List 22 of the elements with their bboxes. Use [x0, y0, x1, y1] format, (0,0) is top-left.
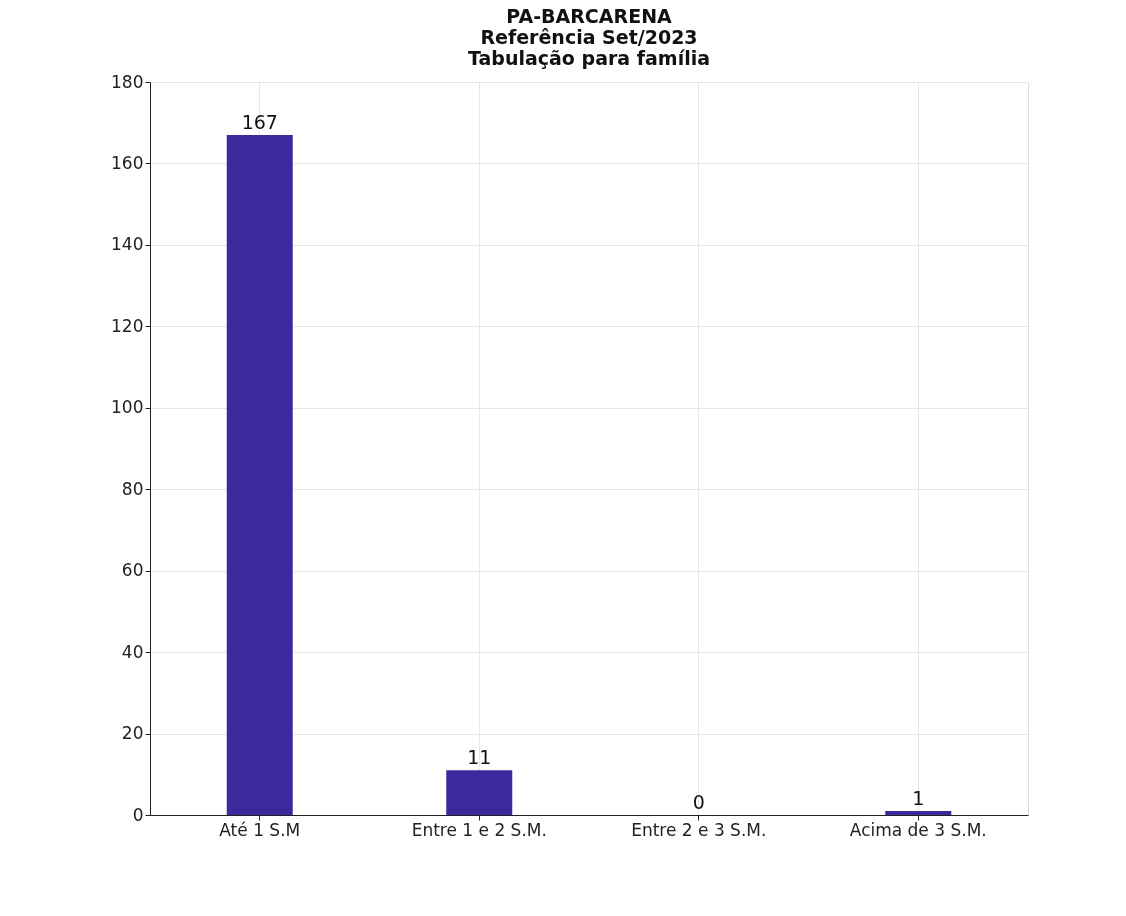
- data-label: 11: [467, 746, 492, 769]
- x-tick-label: Entre 2 e 3 S.M.: [631, 819, 767, 840]
- y-tick-label: 40: [121, 641, 144, 662]
- y-tick-label: 180: [111, 71, 144, 92]
- chart-title: PA-BARCARENA Referência Set/2023 Tabulação para família: [467, 5, 711, 69]
- y-tick-label: 140: [111, 234, 144, 255]
- y-tick-label: 160: [111, 152, 144, 173]
- x-tick-label: Até 1 S.M: [219, 819, 301, 840]
- y-tick-label: 0: [132, 804, 144, 825]
- data-label: 1: [912, 786, 925, 809]
- y-tick-label: 120: [111, 315, 144, 336]
- data-label: 167: [241, 110, 278, 133]
- bar: [226, 134, 293, 815]
- y-tick-label: 80: [121, 478, 144, 499]
- y-tick-label: 100: [111, 397, 144, 418]
- data-label: 0: [692, 791, 705, 813]
- bar: [885, 810, 952, 815]
- x-tick-label: Entre 1 e 2 S.M.: [411, 819, 547, 840]
- y-tick-label: 60: [121, 560, 144, 581]
- y-tick-label: 20: [121, 723, 144, 744]
- bar: [446, 770, 513, 815]
- x-tick-label: Acima de 3 S.M.: [849, 819, 987, 840]
